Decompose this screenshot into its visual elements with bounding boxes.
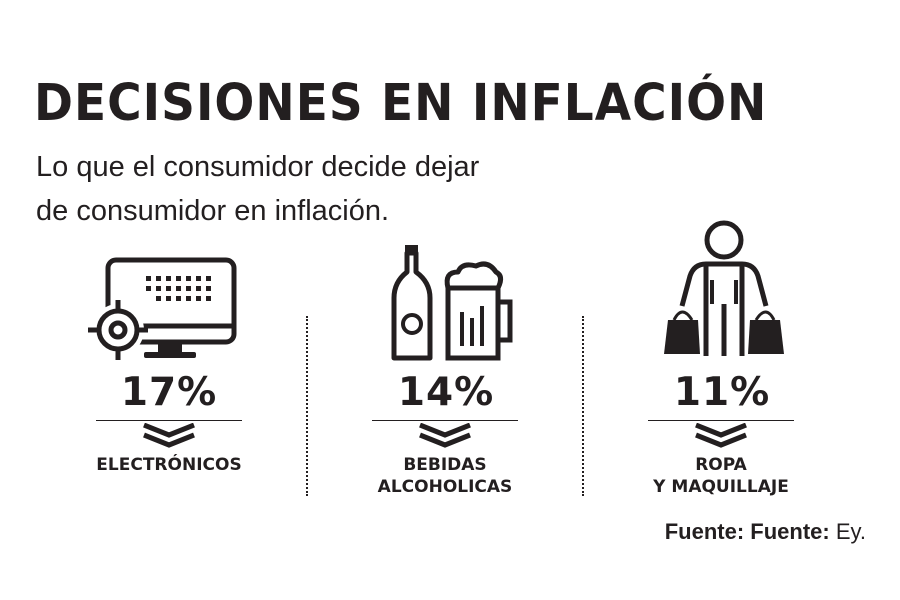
dotted-divider-1 [306, 316, 308, 496]
double-chevron-down-icon [419, 423, 471, 448]
source-label: Fuente: Fuente: [664, 519, 830, 544]
separator-line-2 [372, 420, 518, 421]
subtitle-line-2: de consumidor en inflación. [36, 195, 390, 227]
category-label-ropa: ROPA Y MAQUILLAJE [653, 455, 789, 497]
monitor-target-icon [86, 254, 246, 364]
double-chevron-down-icon [143, 423, 195, 448]
source-note: Fuente: Fuente: Ey. [665, 519, 866, 545]
separator-line-1 [96, 420, 242, 421]
category-label-electronicos: ELECTRÓNICOS [96, 455, 242, 475]
source-value: Ey. [835, 519, 866, 544]
beer-bottle-mug-icon [388, 242, 518, 364]
value-label-electronicos: 17% [120, 370, 218, 415]
value-label-bebidas: 14% [397, 370, 495, 415]
chart-subtitle: Lo que el consumidor decide dejar de con… [36, 145, 596, 233]
value-label-ropa: 11% [673, 370, 771, 415]
category-label-bebidas: BEBIDAS ALCOHOLICAS [377, 455, 513, 497]
separator-line-3 [648, 420, 794, 421]
person-shopping-bags-icon [662, 220, 786, 360]
subtitle-line-1: Lo que el consumidor decide dejar [36, 151, 480, 183]
dotted-divider-2 [582, 316, 584, 496]
double-chevron-down-icon [695, 423, 747, 448]
chart-title: DECISIONES EN INFLACIÓN [34, 73, 768, 134]
